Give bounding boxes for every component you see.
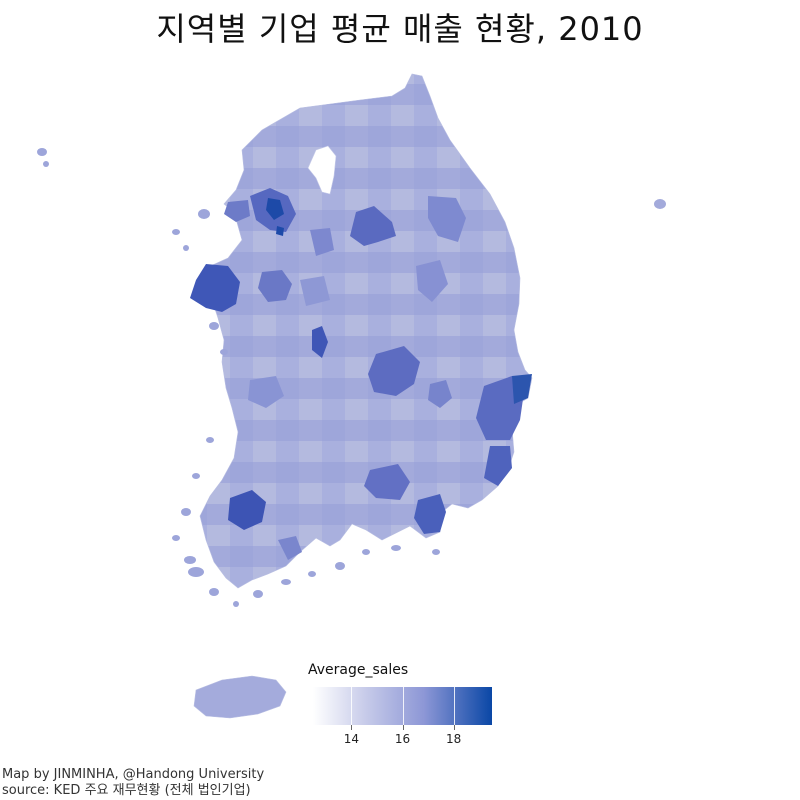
- legend-tick-line: [402, 687, 404, 725]
- legend-tick-label: 14: [343, 732, 359, 746]
- region-gwangju: [228, 490, 266, 530]
- region-busan: [414, 494, 446, 534]
- region-pohang: [476, 376, 524, 440]
- region-south-1: [278, 536, 302, 560]
- legend-tick: [351, 725, 353, 730]
- region-gangwon: [428, 196, 466, 242]
- map-credit: Map by JINMINHA, @Handong University: [2, 767, 265, 782]
- legend-tick-label: 18: [446, 732, 462, 746]
- region-jeonbuk: [248, 376, 284, 408]
- color-legend: Average_sales 14 16 18: [300, 662, 520, 752]
- region-gumi: [368, 346, 420, 396]
- legend-tick-label: 16: [394, 732, 411, 746]
- data-source: source: KED 주요 재무현황 (전체 법인기업): [2, 783, 251, 798]
- region-ulsan: [484, 446, 512, 486]
- region-seoul-core: [266, 198, 284, 220]
- legend-tick: [402, 725, 404, 730]
- region-changwon: [364, 464, 410, 500]
- region-west-coast: [190, 264, 240, 312]
- mountain-hole: [307, 145, 337, 195]
- region-mid-2: [310, 228, 334, 256]
- legend-tick-line: [453, 687, 455, 725]
- jeju-island: [193, 675, 287, 719]
- region-inland-1: [258, 270, 292, 302]
- western-islands: [37, 148, 440, 607]
- region-dot-1: [276, 226, 284, 236]
- map-title: 지역별 기업 평균 매출 현황, 2010: [156, 10, 644, 48]
- region-mid-3: [300, 276, 330, 306]
- region-mid-1: [416, 260, 448, 302]
- legend-tick-line: [351, 687, 353, 725]
- region-gyeongbuk-1: [428, 380, 452, 408]
- ulleungdo-island: [654, 199, 666, 209]
- legend-title: Average_sales: [308, 662, 409, 678]
- region-daejeon: [312, 326, 328, 358]
- region-pohang-core: [512, 374, 532, 404]
- region-chuncheon: [350, 206, 396, 246]
- legend-tick: [453, 725, 455, 730]
- region-incheon: [224, 200, 250, 222]
